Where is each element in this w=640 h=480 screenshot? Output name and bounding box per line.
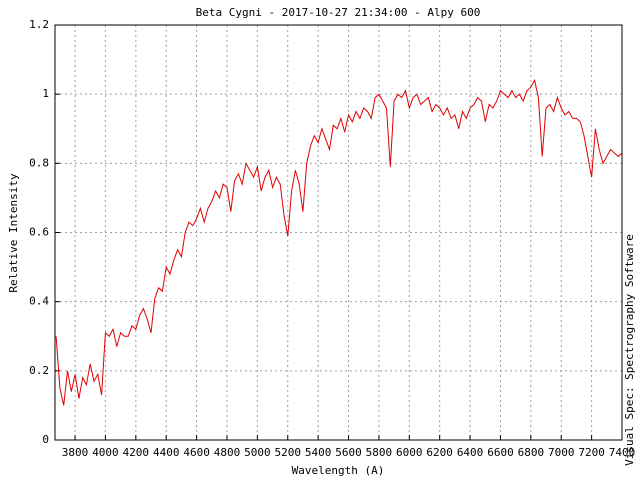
y-tick-label: 0.2 [29, 364, 49, 377]
chart-title: Beta Cygni - 2017-10-27 21:34:00 - Alpy … [196, 6, 481, 19]
x-tick-label: 6000 [396, 446, 423, 459]
x-tick-label: 4000 [92, 446, 119, 459]
x-tick-label: 6800 [518, 446, 545, 459]
x-tick-label: 4600 [183, 446, 210, 459]
x-tick-label: 5800 [366, 446, 393, 459]
y-tick-label: 0.6 [29, 226, 49, 239]
y-tick-label: 0 [42, 433, 49, 446]
x-tick-label: 3800 [62, 446, 89, 459]
x-tick-label: 4800 [214, 446, 241, 459]
x-tick-label: 4200 [123, 446, 150, 459]
x-tick-label: 6200 [426, 446, 453, 459]
y-axis-label: Relative Intensity [7, 173, 20, 293]
side-note: Visual Spec: Spectrography Software [623, 234, 636, 466]
x-tick-label: 5600 [335, 446, 362, 459]
plot-frame [54, 24, 623, 441]
x-tick-label: 5200 [275, 446, 302, 459]
x-tick-label: 6400 [457, 446, 484, 459]
x-tick-label: 6600 [487, 446, 514, 459]
x-tick-label: 7200 [578, 446, 605, 459]
x-tick-label: 4400 [153, 446, 180, 459]
y-tick-label: 0.8 [29, 156, 49, 169]
spectrum-line [55, 78, 623, 406]
y-tick-label: 1.2 [29, 18, 49, 31]
x-axis-label: Wavelength (A) [292, 464, 385, 477]
y-tick-label: 0.4 [29, 295, 49, 308]
x-tick-label: 5400 [305, 446, 332, 459]
x-tick-label: 7400 [609, 446, 636, 459]
x-tick-label: 7000 [548, 446, 575, 459]
y-tick-label: 1 [42, 87, 49, 100]
x-tick-label: 5000 [244, 446, 271, 459]
